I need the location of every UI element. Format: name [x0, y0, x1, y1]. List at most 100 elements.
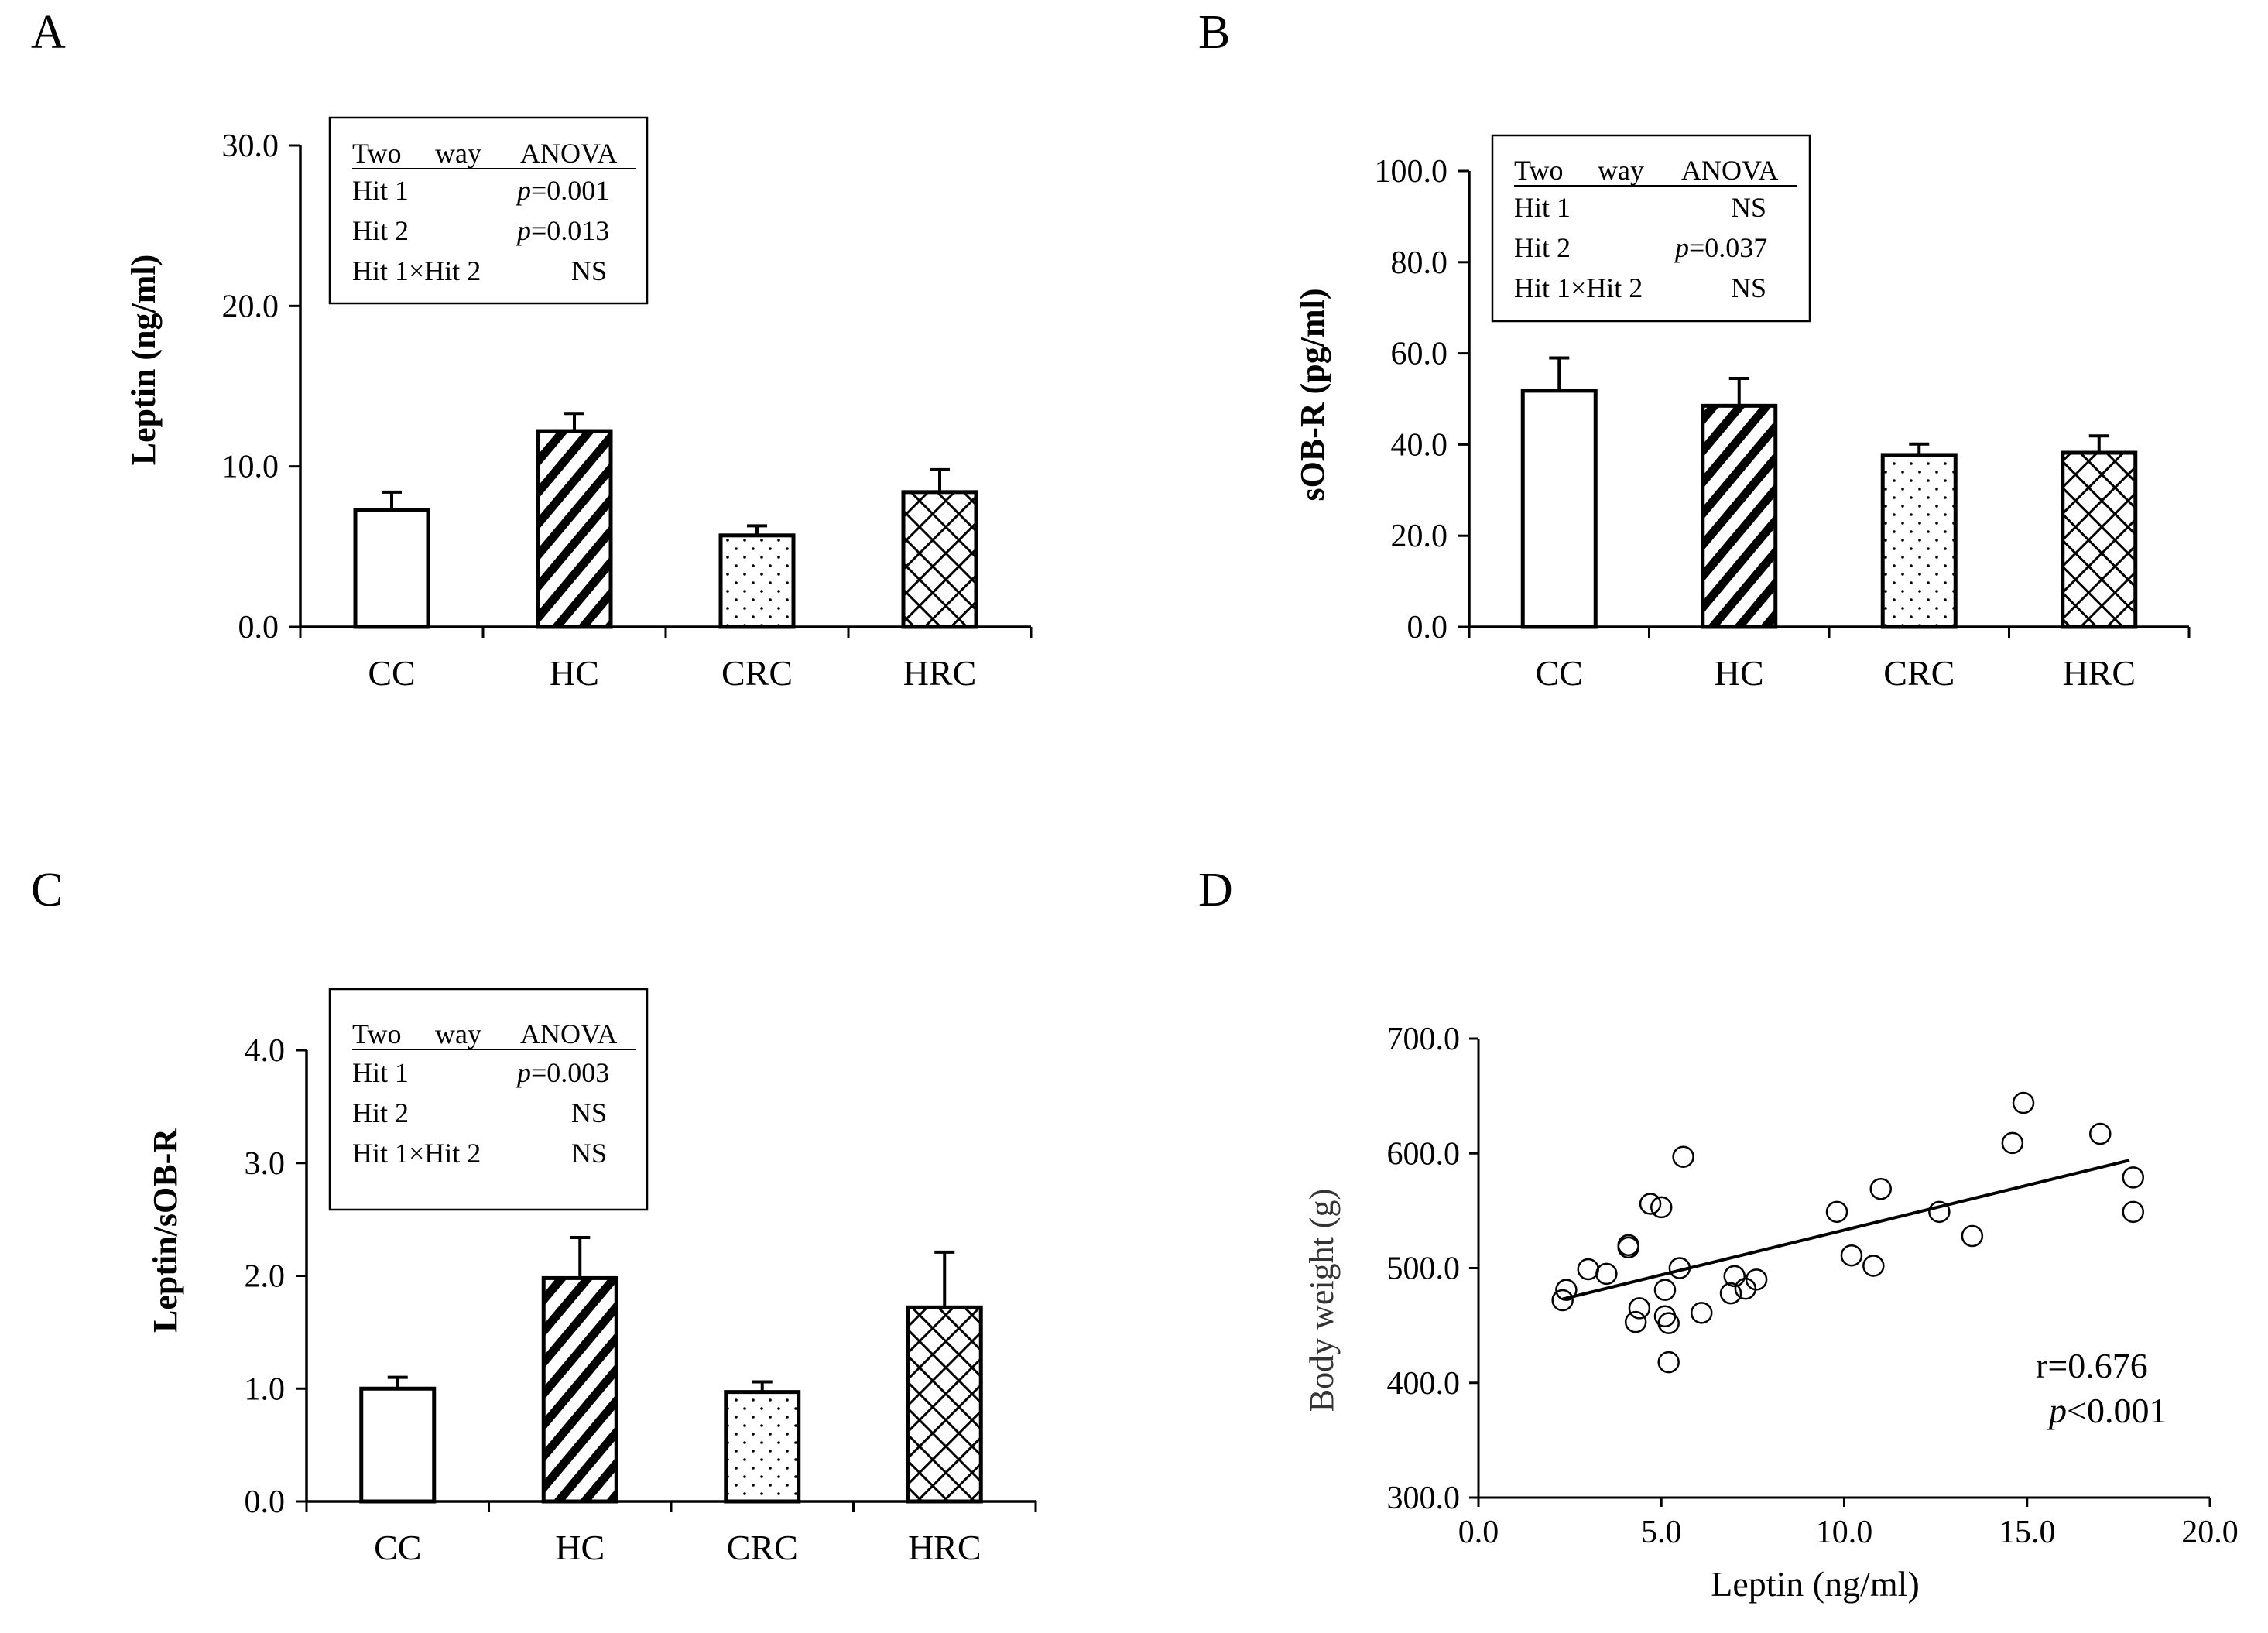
scatter-point [1825, 1200, 1848, 1224]
svg-text:p=0.003: p=0.003 [515, 1057, 609, 1088]
scatter-point [1577, 1258, 1599, 1281]
y-tick-label: 2.0 [245, 1259, 286, 1295]
scatter-point [1617, 1234, 1639, 1257]
category-label: CC [1536, 653, 1583, 693]
svg-text:NS: NS [1731, 272, 1766, 303]
anova-header-way: way [435, 1018, 481, 1049]
scatter-point [1840, 1244, 1863, 1267]
scatter-point [2012, 1091, 2035, 1114]
y-tick-label: 400.0 [1387, 1366, 1461, 1402]
anova-header-anova: ANOVA [1681, 155, 1778, 186]
anova-p-symbol: p [515, 175, 531, 206]
svg-text:p<0.001: p<0.001 [2047, 1391, 2167, 1430]
svg-text:NS: NS [571, 255, 607, 286]
panel-c-bars [359, 1235, 983, 1504]
panel-b-anova-table: Two way ANOVA Hit 1 NS Hit 2 p=0.037 Hit… [1491, 134, 1811, 323]
scatter-point [1657, 1312, 1680, 1334]
anova-header-two: Two [1514, 155, 1563, 186]
scatter-point [2001, 1131, 2024, 1155]
category-label: HRC [908, 1528, 982, 1567]
panel-letter-a: A [31, 6, 66, 59]
scatter-point [1862, 1255, 1885, 1277]
panel-c-bar-chart: Leptin/sOB-R 0.0 1.0 2.0 3.0 4.0 CC HC CRC HRC T… [146, 988, 1037, 1567]
anova-row-label: Hit 2 [352, 215, 409, 246]
bar-hc [1701, 403, 1778, 629]
x-tick-label: 20.0 [2181, 1515, 2239, 1550]
anova-header-anova: ANOVA [520, 1018, 617, 1049]
y-tick-label: 10.0 [222, 450, 279, 485]
panel-b-bars [1520, 356, 2138, 629]
scatter-point [1624, 1310, 1647, 1333]
category-label: CC [368, 653, 415, 693]
panel-letter-b: B [1198, 6, 1230, 59]
panel-d-y-axis-label: Body weight (g) [1303, 1189, 1341, 1412]
bar-crc [724, 1390, 801, 1504]
anova-row-label: Hit 2 [352, 1097, 409, 1128]
x-tick-label: 5.0 [1641, 1515, 1682, 1550]
category-label: HC [1715, 653, 1764, 693]
correlation-p-symbol: p [2047, 1391, 2067, 1430]
y-tick-label: 3.0 [245, 1146, 286, 1182]
panel-c-anova-table: Two way ANOVA Hit 1 p=0.003 Hit 2 NS Hit… [328, 988, 649, 1211]
anova-header-way: way [1598, 155, 1644, 186]
y-tick-label: 300.0 [1387, 1481, 1461, 1516]
anova-row-label: Hit 1×Hit 2 [352, 255, 481, 286]
panel-a-bar-chart: Leptin (ng/ml) 0.0 10.0 20.0 30.0 CC HC CRC HRC… [125, 116, 1033, 693]
scatter-point [1628, 1297, 1651, 1320]
svg-text:NS: NS [571, 1138, 607, 1169]
svg-text:NS: NS [1731, 192, 1766, 223]
anova-row-label: Hit 1×Hit 2 [352, 1138, 481, 1169]
category-label: HRC [2062, 653, 2136, 693]
bar-hrc [901, 490, 978, 629]
svg-text:p=0.001: p=0.001 [515, 175, 609, 206]
scatter-point [1723, 1265, 1746, 1288]
panel-d-stats: r=0.676 p<0.001 [2036, 1346, 2167, 1430]
anova-header-way: way [435, 138, 481, 169]
panel-a-y-axis-label: Leptin (ng/ml) [125, 255, 163, 466]
y-tick-label: 100.0 [1375, 154, 1448, 190]
scatter-point [1961, 1224, 1984, 1248]
y-tick-label: 0.0 [245, 1484, 286, 1520]
category-label: HRC [903, 653, 977, 693]
anova-p-symbol: p [515, 215, 531, 246]
bar-hrc [906, 1305, 983, 1504]
scatter-point [1650, 1196, 1673, 1219]
bar-cc [353, 508, 430, 629]
category-label: CRC [1883, 653, 1955, 693]
bar-cc [359, 1386, 437, 1504]
anova-header-two: Two [352, 1018, 401, 1049]
anova-row-value: NS [571, 1097, 607, 1128]
scatter-point [1668, 1257, 1691, 1279]
scatter-point [1690, 1302, 1713, 1324]
bar-hc [541, 1275, 618, 1504]
scatter-point [2122, 1200, 2145, 1224]
panel-c-axes: 0.0 1.0 2.0 3.0 4.0 CC HC CRC HRC [245, 1033, 1037, 1567]
scatter-point [1653, 1279, 1677, 1301]
panel-c-y-axis-label: Leptin/sOB-R [146, 1128, 184, 1333]
anova-row-value: =0.013 [531, 215, 609, 246]
scatter-point [2089, 1122, 2112, 1145]
y-tick-label: 20.0 [222, 289, 279, 324]
regression-line [1562, 1159, 2130, 1301]
y-tick-label: 40.0 [1391, 427, 1448, 463]
y-tick-label: 80.0 [1391, 245, 1448, 281]
panel-b-y-axis-label: sOB-R (pg/ml) [1293, 289, 1331, 502]
panel-a-axes: 0.0 10.0 20.0 30.0 CC HC CRC HRC [222, 128, 1033, 693]
panel-d-scatter-chart: Body weight (g) Leptin (ng/ml) 300.0 400.… [1303, 1022, 2239, 1604]
scatter-point [1657, 1351, 1680, 1374]
correlation-r: r=0.676 [2036, 1346, 2148, 1385]
y-tick-label: 0.0 [238, 610, 279, 645]
category-label: CRC [727, 1528, 798, 1567]
x-tick-label: 15.0 [1999, 1515, 2056, 1550]
y-tick-label: 4.0 [245, 1033, 286, 1069]
anova-row-value: =0.003 [531, 1057, 609, 1088]
svg-text:p=0.037: p=0.037 [1673, 232, 1767, 263]
category-label: CC [374, 1528, 421, 1567]
svg-text:p=0.013: p=0.013 [515, 215, 609, 246]
anova-row-label: Hit 1 [1514, 192, 1571, 223]
panel-letter-d: D [1198, 864, 1233, 916]
bar-crc [1880, 453, 1958, 629]
anova-p-symbol: p [515, 1057, 531, 1088]
scatter-point [1928, 1200, 1951, 1224]
anova-row-label: Hit 1×Hit 2 [1514, 272, 1643, 303]
